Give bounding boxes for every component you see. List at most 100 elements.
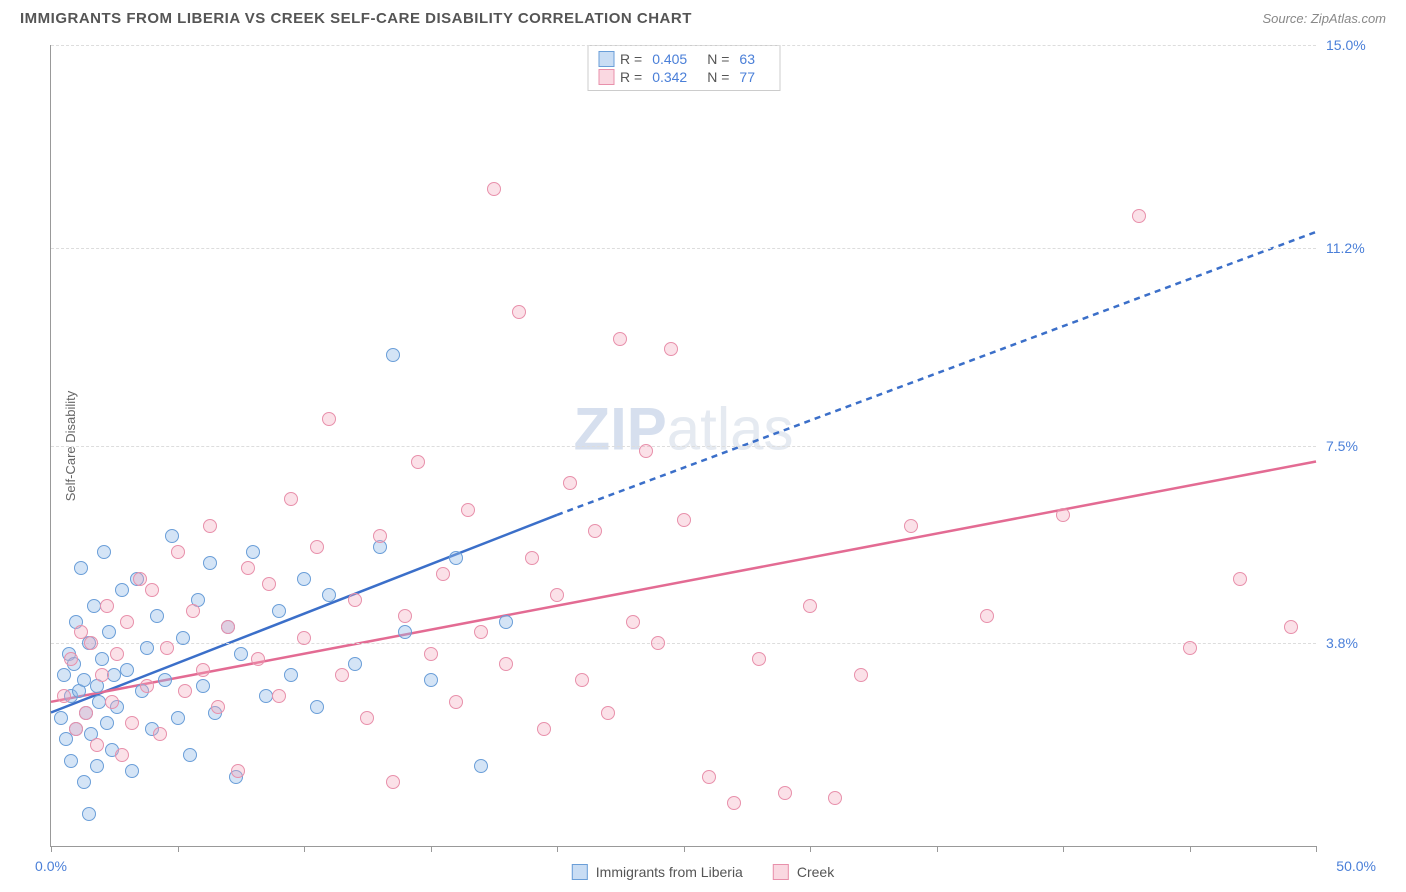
data-point bbox=[234, 647, 248, 661]
data-point bbox=[153, 727, 167, 741]
data-point bbox=[79, 706, 93, 720]
data-point bbox=[651, 636, 665, 650]
data-point bbox=[241, 561, 255, 575]
legend-item-0: Immigrants from Liberia bbox=[572, 864, 743, 880]
x-tick bbox=[178, 846, 179, 852]
data-point bbox=[461, 503, 475, 517]
correlation-legend: R = 0.405 N = 63 R = 0.342 N = 77 bbox=[587, 45, 780, 91]
data-point bbox=[110, 647, 124, 661]
x-tick bbox=[557, 846, 558, 852]
data-point bbox=[1233, 572, 1247, 586]
data-point bbox=[272, 604, 286, 618]
data-point bbox=[702, 770, 716, 784]
data-point bbox=[828, 791, 842, 805]
data-point bbox=[64, 754, 78, 768]
data-point bbox=[310, 700, 324, 714]
data-point bbox=[550, 588, 564, 602]
data-point bbox=[176, 631, 190, 645]
data-point bbox=[1284, 620, 1298, 634]
x-tick bbox=[431, 846, 432, 852]
legend-n-value-0: 63 bbox=[739, 51, 755, 67]
data-point bbox=[54, 711, 68, 725]
data-point bbox=[499, 657, 513, 671]
x-tick bbox=[684, 846, 685, 852]
legend-item-1: Creek bbox=[773, 864, 834, 880]
data-point bbox=[90, 759, 104, 773]
data-point bbox=[487, 182, 501, 196]
data-point bbox=[322, 588, 336, 602]
data-point bbox=[158, 673, 172, 687]
data-point bbox=[436, 567, 450, 581]
legend-n-label-1: N = bbox=[707, 69, 729, 85]
chart-title: IMMIGRANTS FROM LIBERIA VS CREEK SELF-CA… bbox=[20, 10, 692, 27]
data-point bbox=[231, 764, 245, 778]
data-point bbox=[115, 748, 129, 762]
data-point bbox=[449, 695, 463, 709]
data-point bbox=[100, 716, 114, 730]
watermark-light: atlas bbox=[667, 396, 794, 463]
data-point bbox=[203, 556, 217, 570]
gridline-h bbox=[51, 248, 1316, 249]
data-point bbox=[59, 732, 73, 746]
x-tick bbox=[937, 846, 938, 852]
legend-n-label-0: N = bbox=[707, 51, 729, 67]
data-point bbox=[348, 593, 362, 607]
data-point bbox=[165, 529, 179, 543]
data-point bbox=[140, 641, 154, 655]
data-point bbox=[251, 652, 265, 666]
legend-r-label-1: R = bbox=[620, 69, 642, 85]
data-point bbox=[120, 663, 134, 677]
data-point bbox=[82, 807, 96, 821]
data-point bbox=[246, 545, 260, 559]
data-point bbox=[563, 476, 577, 490]
watermark-bold: ZIP bbox=[573, 396, 666, 463]
data-point bbox=[778, 786, 792, 800]
data-point bbox=[97, 545, 111, 559]
data-point bbox=[64, 652, 78, 666]
data-point bbox=[125, 764, 139, 778]
x-tick bbox=[1316, 846, 1317, 852]
data-point bbox=[69, 722, 83, 736]
data-point bbox=[77, 775, 91, 789]
data-point bbox=[140, 679, 154, 693]
data-point bbox=[57, 668, 71, 682]
chart-plot-area: ZIPatlas R = 0.405 N = 63 R = 0.342 N = … bbox=[50, 45, 1316, 847]
data-point bbox=[474, 625, 488, 639]
data-point bbox=[525, 551, 539, 565]
data-point bbox=[105, 695, 119, 709]
data-point bbox=[322, 412, 336, 426]
y-tick-label: 11.2% bbox=[1326, 240, 1391, 256]
y-tick-label: 15.0% bbox=[1326, 37, 1391, 53]
data-point bbox=[499, 615, 513, 629]
data-point bbox=[100, 599, 114, 613]
data-point bbox=[145, 583, 159, 597]
data-point bbox=[727, 796, 741, 810]
data-point bbox=[626, 615, 640, 629]
x-tick bbox=[1190, 846, 1191, 852]
data-point bbox=[196, 679, 210, 693]
gridline-h bbox=[51, 45, 1316, 46]
data-point bbox=[360, 711, 374, 725]
legend-swatch-1 bbox=[598, 69, 614, 85]
data-point bbox=[752, 652, 766, 666]
data-point bbox=[297, 572, 311, 586]
data-point bbox=[424, 673, 438, 687]
data-point bbox=[57, 689, 71, 703]
data-point bbox=[74, 561, 88, 575]
gridline-h bbox=[51, 446, 1316, 447]
legend-r-label-0: R = bbox=[620, 51, 642, 67]
data-point bbox=[677, 513, 691, 527]
data-point bbox=[297, 631, 311, 645]
data-point bbox=[373, 529, 387, 543]
legend-row-0: R = 0.405 N = 63 bbox=[598, 50, 769, 68]
data-point bbox=[160, 641, 174, 655]
legend-swatch-0 bbox=[598, 51, 614, 67]
legend-row-1: R = 0.342 N = 77 bbox=[598, 68, 769, 86]
data-point bbox=[262, 577, 276, 591]
data-point bbox=[1132, 209, 1146, 223]
data-point bbox=[95, 652, 109, 666]
data-point bbox=[125, 716, 139, 730]
data-point bbox=[272, 689, 286, 703]
data-point bbox=[150, 609, 164, 623]
gridline-h bbox=[51, 643, 1316, 644]
